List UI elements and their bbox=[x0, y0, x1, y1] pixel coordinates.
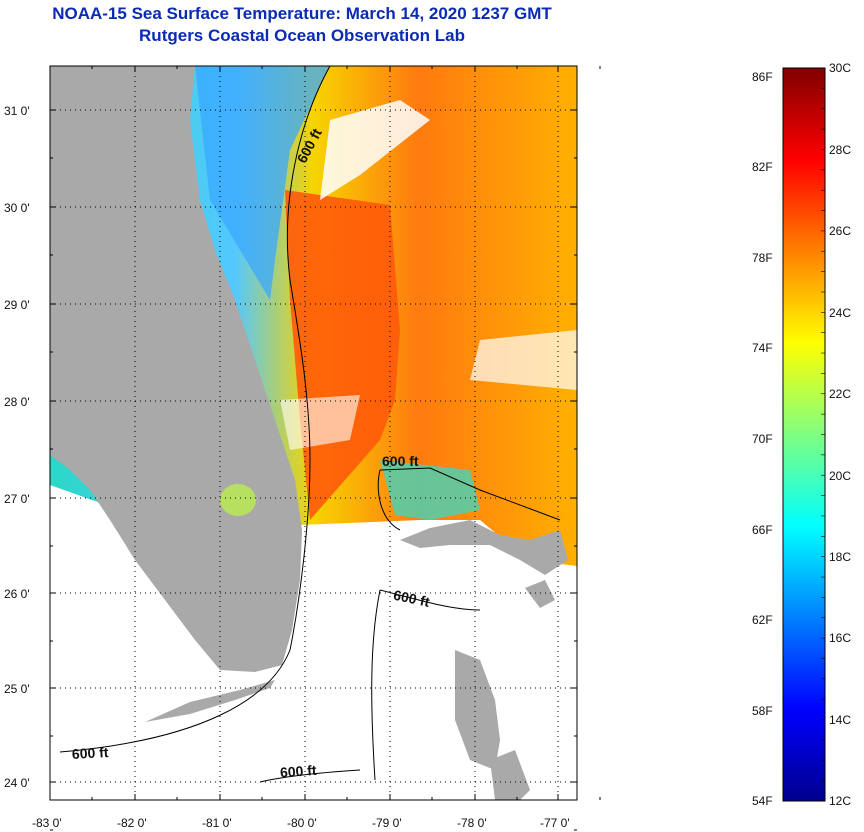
colorbar-f-label: 54F bbox=[752, 794, 773, 808]
lake-okeechobee bbox=[220, 484, 256, 516]
colorbar-c-label: 18C bbox=[829, 550, 851, 564]
cloud-patch bbox=[470, 330, 577, 390]
colorbar-f-label: 70F bbox=[752, 432, 773, 446]
lat-tick-label: 31 0' bbox=[4, 104, 30, 118]
contour-label: 600 ft bbox=[72, 744, 110, 762]
cloud-patch bbox=[320, 100, 430, 200]
lat-tick-label: 28 0' bbox=[4, 395, 30, 409]
cool-shelf-water bbox=[195, 66, 330, 300]
isobath-600ft-tongue bbox=[371, 589, 481, 781]
bahamas-south bbox=[490, 750, 530, 800]
colorbar-f-label: 78F bbox=[752, 251, 773, 265]
isobath-600ft bbox=[59, 66, 331, 753]
colorbar-c-label: 28C bbox=[829, 143, 851, 157]
lon-tick-label: -80 0' bbox=[287, 816, 317, 830]
colorbar-f-label: 62F bbox=[752, 613, 773, 627]
andros-island bbox=[455, 650, 500, 770]
map-border bbox=[49, 65, 578, 801]
colorbar-f-label: 66F bbox=[752, 523, 773, 537]
cloud-patch bbox=[280, 395, 360, 450]
colorbar-c-label: 14C bbox=[829, 713, 851, 727]
colorbar-c-label: 26C bbox=[829, 224, 851, 238]
colorbar-gradient bbox=[782, 67, 826, 802]
colorbar-ticks bbox=[821, 67, 825, 802]
map-title: NOAA-15 Sea Surface Temperature: March 1… bbox=[52, 4, 552, 23]
lat-tick-label: 30 0' bbox=[4, 201, 30, 215]
lon-tick-label: -82 0' bbox=[117, 816, 147, 830]
bahamas-north bbox=[400, 520, 568, 575]
colorbar-c-label: 16C bbox=[829, 631, 851, 645]
bank-cool-water bbox=[380, 460, 480, 520]
map-subtitle: Rutgers Coastal Ocean Observation Lab bbox=[139, 26, 465, 45]
colorbar-c-label: 24C bbox=[829, 306, 851, 320]
lon-tick-label: -77 0' bbox=[540, 816, 570, 830]
colorbar-c-label: 30C bbox=[829, 61, 851, 75]
lon-tick-label: -78 0' bbox=[457, 816, 487, 830]
florida-keys bbox=[145, 680, 275, 722]
lat-tick-label: 25 0' bbox=[4, 682, 30, 696]
lat-tick-label: 27 0' bbox=[4, 492, 30, 506]
lat-tick-label: 29 0' bbox=[4, 298, 30, 312]
contour-label: 600 ft bbox=[382, 453, 419, 469]
colorbar-f-label: 74F bbox=[752, 341, 773, 355]
colorbar-f-label: 86F bbox=[752, 70, 773, 84]
colorbar-c-label: 12C bbox=[829, 794, 851, 808]
lon-tick-label: -81 0' bbox=[202, 816, 232, 830]
lat-tick-label: 26 0' bbox=[4, 587, 30, 601]
contour-label: 600 ft bbox=[392, 587, 431, 610]
florida-west-coast bbox=[50, 66, 175, 300]
contour-label: 600 ft bbox=[279, 762, 317, 781]
lon-tick-label: -83 0' bbox=[32, 816, 62, 830]
colorbar-c-label: 20C bbox=[829, 469, 851, 483]
lat-lon-grid bbox=[49, 66, 601, 831]
lon-tick-label: -79 0' bbox=[372, 816, 402, 830]
bahamas-east bbox=[525, 580, 555, 608]
colorbar-f-label: 58F bbox=[752, 704, 773, 718]
isobath-600ft-south bbox=[259, 769, 361, 783]
isobath-600ft-bahamas bbox=[377, 467, 561, 531]
colorbar-c-label: 22C bbox=[829, 387, 851, 401]
lat-tick-label: 24 0' bbox=[4, 776, 30, 790]
colorbar-f-label: 82F bbox=[752, 160, 773, 174]
